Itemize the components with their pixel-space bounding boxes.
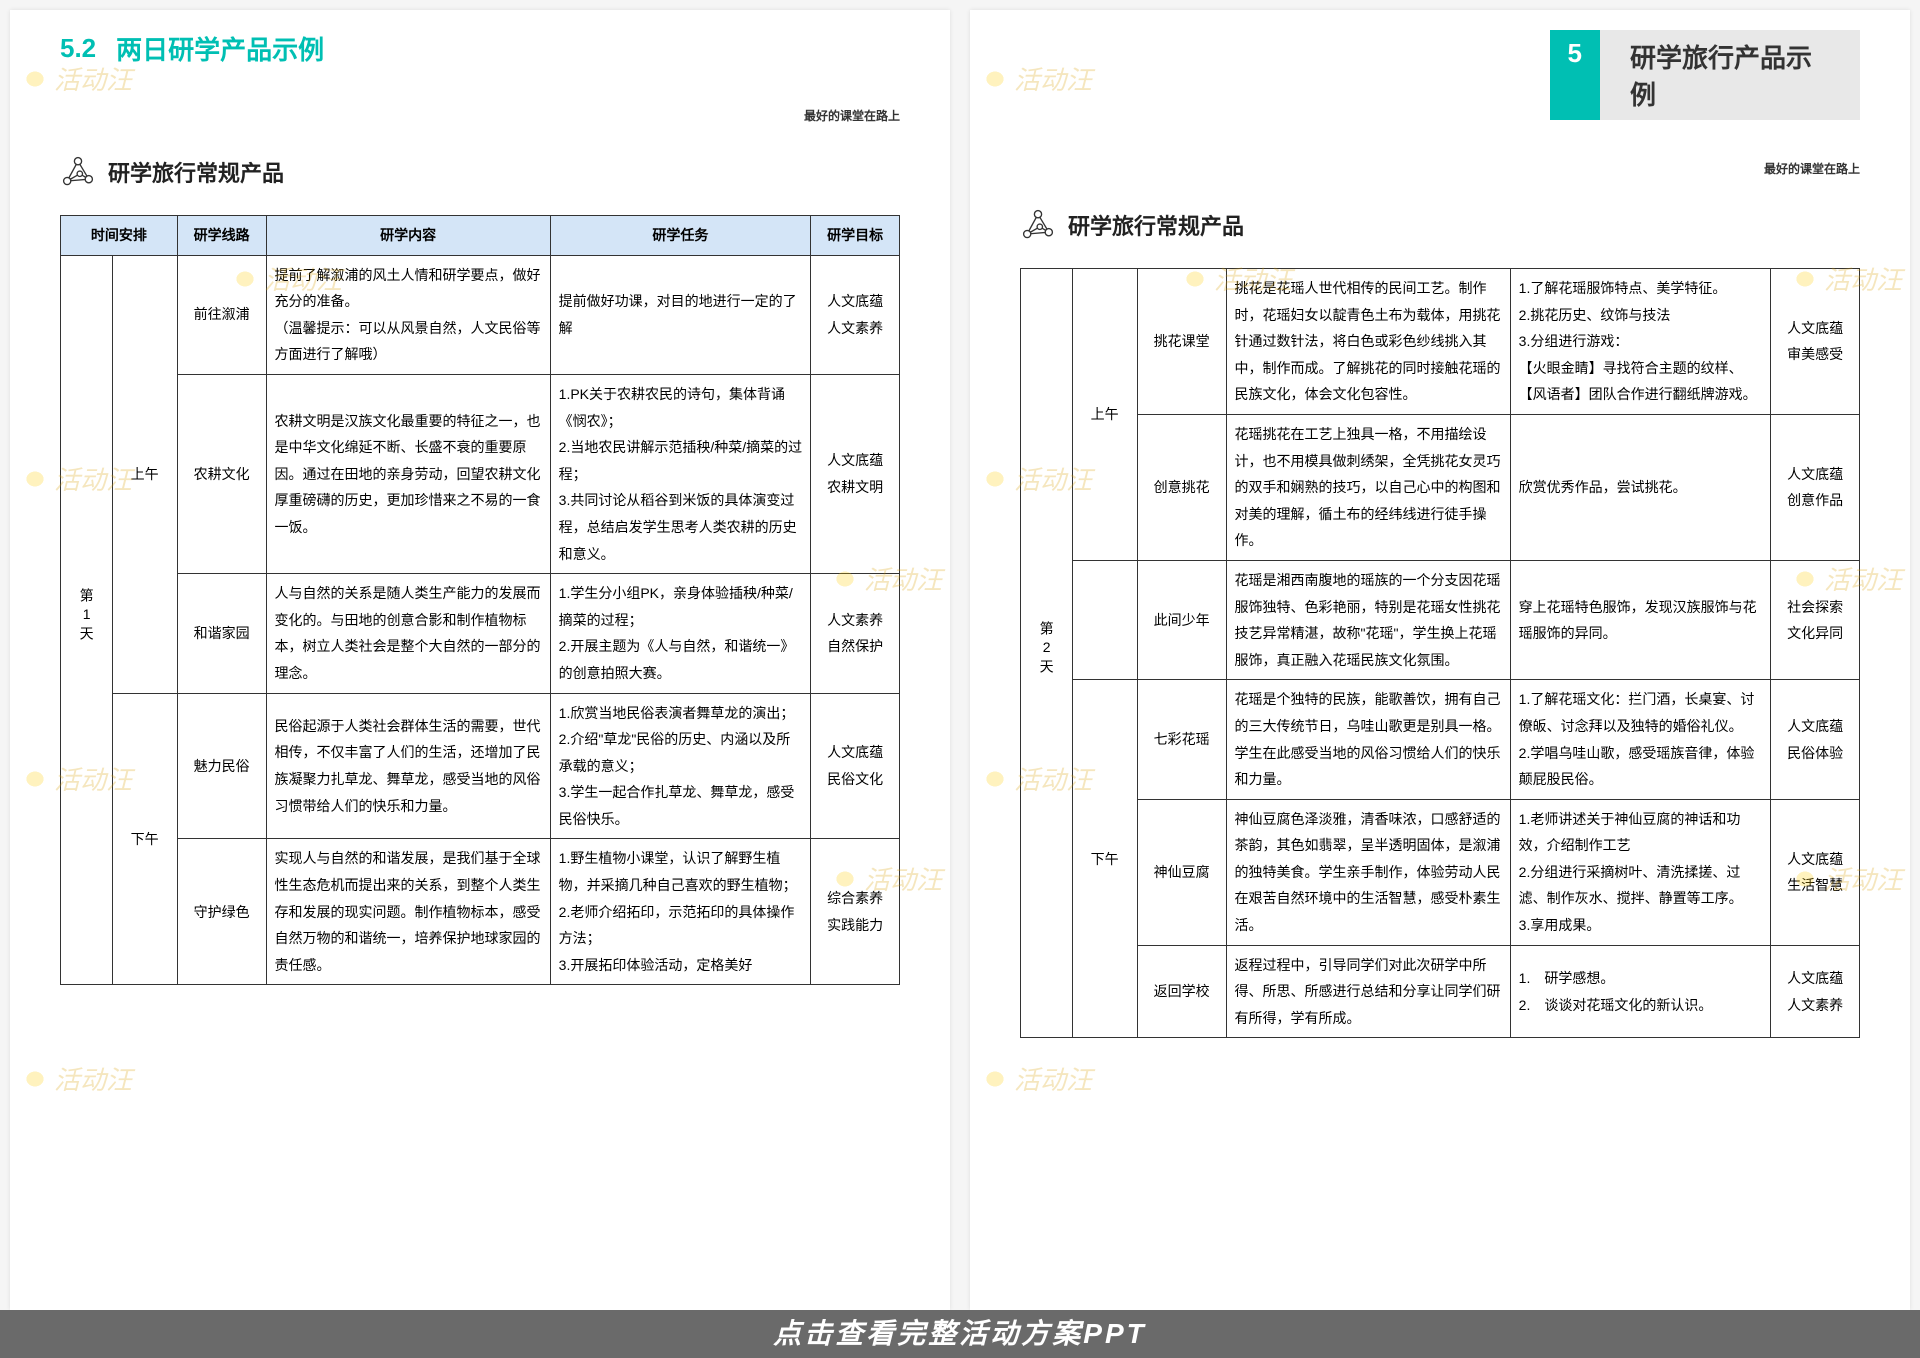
task-cell: 1.了解花瑶文化：拦门酒，长桌宴、讨僚皈、讨念拜以及独特的婚俗礼仪。2.学唱乌哇… — [1510, 680, 1770, 799]
task-cell: 1.了解花瑶服饰特点、美学特征。2.挑花历史、纹饰与技法3.分组进行游戏：【火眼… — [1510, 269, 1770, 415]
route-cell: 和谐家园 — [177, 574, 266, 693]
network-icon — [1020, 207, 1056, 243]
route-cell: 农耕文化 — [177, 374, 266, 573]
left-page: 5.2 两日研学产品示例 最好的课堂在路上 研学旅行常规产品 时间安排 研学线路… — [10, 10, 950, 1310]
day-cell: 第1天 — [61, 255, 113, 985]
task-cell: 提前做好功课，对目的地进行一定的了解 — [550, 255, 810, 374]
route-cell: 七彩花瑶 — [1137, 680, 1226, 799]
network-icon — [60, 154, 96, 190]
goal-cell: 社会探索文化异同 — [1771, 560, 1860, 679]
route-cell: 返回学校 — [1137, 945, 1226, 1038]
route-cell: 挑花课堂 — [1137, 269, 1226, 415]
th-goal: 研学目标 — [811, 216, 900, 256]
content-cell: 神仙豆腐色泽淡雅，清香味浓，口感舒适的茶韵，其色如翡翠，呈半透明固体，是溆浦的独… — [1226, 799, 1510, 945]
content-cell: 花瑶是个独特的民族，能歌善饮，拥有自己的三大传统节日，乌哇山歌更是别具一格。学生… — [1226, 680, 1510, 799]
period-pm: 下午 — [112, 693, 177, 985]
goal-cell: 人文底蕴民俗文化 — [811, 693, 900, 839]
goal-cell: 人文底蕴农耕文明 — [811, 374, 900, 573]
subheader-right: 研学旅行常规产品 — [1020, 207, 1860, 243]
task-cell: 1. 研学感想。2. 谈谈对花瑶文化的新认识。 — [1510, 945, 1770, 1038]
task-cell: 1.欣赏当地民俗表演者舞草龙的演出；2.介绍"草龙"民俗的历史、内涵以及所承载的… — [550, 693, 810, 839]
section-number: 5.2 — [60, 33, 96, 64]
table-row: 创意挑花 花瑶挑花在工艺上独具一格，不用描绘设计，也不用模具做刺绣架，全凭挑花女… — [1021, 414, 1860, 560]
period-am: 上午 — [1072, 269, 1137, 561]
table-row: 农耕文化 农耕文明是汉族文化最重要的特征之一，也是中华文化绵延不断、长盛不衰的重… — [61, 374, 900, 573]
table-row: 下午 魅力民俗 民俗起源于人类社会群体生活的需要，世代相传，不仅丰富了人们的生活… — [61, 693, 900, 839]
right-page: 5 研学旅行产品示例 最好的课堂在路上 研学旅行常规产品 第2天 上午 挑花课堂… — [970, 10, 1910, 1310]
route-cell: 前往溆浦 — [177, 255, 266, 374]
table-row: 第2天 上午 挑花课堂 挑花是花瑶人世代相传的民间工艺。制作时，花瑶妇女以靛青色… — [1021, 269, 1860, 415]
content-cell: 花瑶挑花在工艺上独具一格，不用描绘设计，也不用模具做刺绣架，全凭挑花女灵巧的双手… — [1226, 414, 1510, 560]
table-row: 和谐家园 人与自然的关系是随人类生产能力的发展而变化的。与田地的创意合影和制作植… — [61, 574, 900, 693]
table-row: 返回学校 返程过程中，引导同学们对此次研学中所得、所思、所感进行总结和分享让同学… — [1021, 945, 1860, 1038]
tagline-right: 最好的课堂在路上 — [1020, 160, 1860, 177]
right-header: 5 研学旅行产品示例 — [1020, 30, 1860, 120]
section-title: 两日研学产品示例 — [116, 30, 324, 67]
content-cell: 人与自然的关系是随人类生产能力的发展而变化的。与田地的创意合影和制作植物标本，树… — [266, 574, 550, 693]
left-table: 时间安排 研学线路 研学内容 研学任务 研学目标 第1天 上午 前往溆浦 提前了… — [60, 215, 900, 985]
goal-cell: 人文底蕴民俗体验 — [1771, 680, 1860, 799]
task-cell: 1.野生植物小课堂，认识了解野生植物，并采摘几种自己喜欢的野生植物；2.老师介绍… — [550, 839, 810, 985]
table-row: 此间少年 花瑶是湘西南腹地的瑶族的一个分支因花瑶服饰独特、色彩艳丽，特别是花瑶女… — [1021, 560, 1860, 679]
content-cell: 实现人与自然的和谐发展，是我们基于全球性生态危机而提出来的关系，到整个人类生存和… — [266, 839, 550, 985]
th-task: 研学任务 — [550, 216, 810, 256]
th-content: 研学内容 — [266, 216, 550, 256]
table-row: 下午 七彩花瑶 花瑶是个独特的民族，能歌善饮，拥有自己的三大传统节日，乌哇山歌更… — [1021, 680, 1860, 799]
goal-cell: 综合素养实践能力 — [811, 839, 900, 985]
tagline-left: 最好的课堂在路上 — [60, 107, 900, 124]
task-cell: 欣赏优秀作品，尝试挑花。 — [1510, 414, 1770, 560]
chapter-title: 研学旅行产品示例 — [1600, 30, 1860, 120]
th-route: 研学线路 — [177, 216, 266, 256]
chapter-badge: 5 — [1550, 30, 1600, 120]
footer-banner[interactable]: 点击查看完整活动方案PPT — [0, 1310, 1920, 1358]
route-cell: 神仙豆腐 — [1137, 799, 1226, 945]
goal-cell: 人文底蕴审美感受 — [1771, 269, 1860, 415]
goal-cell: 人文素养自然保护 — [811, 574, 900, 693]
route-cell: 魅力民俗 — [177, 693, 266, 839]
goal-cell: 人文底蕴创意作品 — [1771, 414, 1860, 560]
right-table: 第2天 上午 挑花课堂 挑花是花瑶人世代相传的民间工艺。制作时，花瑶妇女以靛青色… — [1020, 268, 1860, 1038]
content-cell: 挑花是花瑶人世代相传的民间工艺。制作时，花瑶妇女以靛青色土布为载体，用挑花针通过… — [1226, 269, 1510, 415]
task-cell: 1.学生分小组PK，亲身体验插秧/种菜/摘菜的过程；2.开展主题为《人与自然，和… — [550, 574, 810, 693]
subheader-left: 研学旅行常规产品 — [60, 154, 900, 190]
table-row: 守护绿色 实现人与自然的和谐发展，是我们基于全球性生态危机而提出来的关系，到整个… — [61, 839, 900, 985]
goal-cell: 人文底蕴人文素养 — [811, 255, 900, 374]
table-row: 神仙豆腐 神仙豆腐色泽淡雅，清香味浓，口感舒适的茶韵，其色如翡翠，呈半透明固体，… — [1021, 799, 1860, 945]
route-cell: 守护绿色 — [177, 839, 266, 985]
th-time: 时间安排 — [61, 216, 178, 256]
content-cell: 花瑶是湘西南腹地的瑶族的一个分支因花瑶服饰独特、色彩艳丽，特别是花瑶女性挑花技艺… — [1226, 560, 1510, 679]
content-cell: 民俗起源于人类社会群体生活的需要，世代相传，不仅丰富了人们的生活，还增加了民族凝… — [266, 693, 550, 839]
subheader-title-left: 研学旅行常规产品 — [108, 156, 284, 188]
task-cell: 1.PK关于农耕农民的诗句，集体背诵《悯农》；2.当地农民讲解示范插秧/种菜/摘… — [550, 374, 810, 573]
period-pm: 下午 — [1072, 680, 1137, 1038]
goal-cell: 人文底蕴人文素养 — [1771, 945, 1860, 1038]
day-cell: 第2天 — [1021, 269, 1073, 1038]
content-cell: 提前了解溆浦的风土人情和研学要点，做好充分的准备。（温馨提示：可以从风景自然，人… — [266, 255, 550, 374]
task-cell: 穿上花瑶特色服饰，发现汉族服饰与花瑶服饰的异同。 — [1510, 560, 1770, 679]
period-am: 上午 — [112, 255, 177, 693]
route-cell: 创意挑花 — [1137, 414, 1226, 560]
content-cell: 农耕文明是汉族文化最重要的特征之一，也是中华文化绵延不断、长盛不衰的重要原因。通… — [266, 374, 550, 573]
subheader-title-right: 研学旅行常规产品 — [1068, 209, 1244, 241]
route-cell: 此间少年 — [1137, 560, 1226, 679]
period-blank — [1072, 560, 1137, 679]
task-cell: 1.老师讲述关于神仙豆腐的神话和功效，介绍制作工艺2.分组进行采摘树叶、清洗揉搓… — [1510, 799, 1770, 945]
goal-cell: 人文底蕴生活智慧 — [1771, 799, 1860, 945]
content-cell: 返程过程中，引导同学们对此次研学中所得、所思、所感进行总结和分享让同学们研有所得… — [1226, 945, 1510, 1038]
left-header: 5.2 两日研学产品示例 — [60, 30, 900, 67]
table-row: 第1天 上午 前往溆浦 提前了解溆浦的风土人情和研学要点，做好充分的准备。（温馨… — [61, 255, 900, 374]
